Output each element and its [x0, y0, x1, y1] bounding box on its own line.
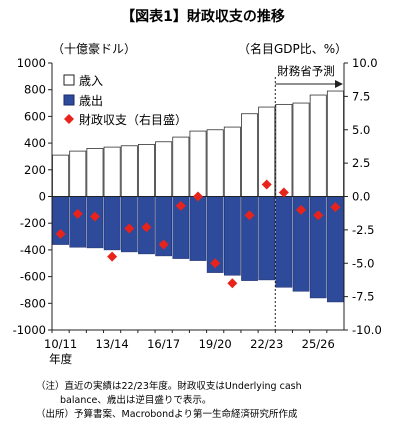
notes: （注）直近の実績は22/23年度。財政収支はUnderlying cash ba…	[36, 380, 302, 422]
revenue-bar-14/15	[120, 145, 138, 197]
balance-marker-26/27	[330, 202, 341, 213]
balance-marker-13/14	[107, 251, 118, 262]
left-tick-label: 400	[24, 136, 46, 150]
note-line-2: balance、歳出は逆目盛りで表示。	[60, 395, 212, 406]
left-tick-label: -800	[20, 296, 46, 310]
balance-marker-11/12	[72, 208, 83, 219]
left-tick-label: 800	[24, 83, 46, 97]
legend-balance-label: 財政収支（右目盛）	[79, 112, 187, 127]
right-tick-label: -7.5	[352, 290, 374, 304]
revenue-bar-24/25	[292, 102, 310, 197]
legend-revenue-swatch	[63, 74, 75, 86]
legend-expenditure-swatch	[63, 94, 75, 106]
balance-marker-24/25	[296, 204, 307, 215]
x-tick-label: 10/11	[44, 337, 77, 351]
balance-marker-16/17	[158, 239, 169, 250]
page-title: 【図表1】財政収支の推移	[121, 9, 285, 25]
balance-marker-20/21	[227, 278, 238, 289]
balance-marker-10/11	[55, 228, 66, 239]
x-tick-label: 16/17	[147, 337, 180, 351]
expenditure-bar-20/21	[224, 196, 241, 276]
left-tick-label: 600	[24, 109, 46, 123]
revenue-bar-20/21	[223, 126, 241, 197]
x-tick-label: 13/14	[96, 337, 129, 351]
expenditure-bar-12/13	[86, 196, 104, 249]
right-tick-label: 7.5	[352, 89, 370, 103]
revenue-bar-16/17	[155, 141, 173, 197]
right-axis-unit: （名目GDP比、%）	[238, 42, 348, 56]
balance-marker-22/23	[261, 179, 272, 190]
left-tick-label: 200	[24, 163, 46, 177]
legend-expenditure-label: 歳出	[79, 94, 103, 108]
revenue-bar-25/26	[309, 94, 327, 197]
revenue-bar-17/18	[172, 136, 190, 197]
revenue-bar-26/27	[326, 90, 344, 197]
balance-marker-23/24	[278, 187, 289, 198]
balance-marker-15/16	[141, 222, 152, 233]
expenditure-bar-26/27	[327, 196, 344, 303]
note-line-1: （注）直近の実績は22/23年度。財政収支はUnderlying cash	[36, 381, 302, 392]
markers-layer	[55, 179, 341, 289]
revenue-bar-23/24	[275, 103, 293, 197]
x-tick-label: 25/26	[302, 337, 335, 351]
expenditure-bar-22/23	[258, 196, 276, 281]
source-line: （出所）予算書案、Macrobondより第一生命経済研究所作成	[36, 409, 298, 420]
x-tick-label: 19/20	[199, 337, 232, 351]
revenue-bar-10/11	[52, 154, 70, 197]
expenditure-bar-11/12	[69, 196, 87, 248]
forecast-layer: 財務省予測	[274, 64, 343, 330]
revenue-bar-11/12	[69, 150, 87, 197]
expenditure-bar-13/14	[103, 196, 121, 251]
forecast-arrow-head	[335, 80, 343, 88]
balance-marker-12/13	[89, 211, 100, 222]
revenue-bar-19/20	[206, 129, 224, 197]
left-tick-label: -400	[20, 243, 46, 257]
balance-marker-18/19	[193, 191, 203, 202]
balance-marker-21/22	[244, 210, 255, 221]
right-tick-label: -2.5	[352, 223, 374, 237]
balance-marker-19/20	[210, 258, 221, 269]
revenue-bar-12/13	[86, 148, 104, 197]
left-tick-label: 1000	[17, 56, 46, 70]
revenue-bar-13/14	[103, 146, 121, 197]
revenue-bar-18/19	[189, 130, 207, 197]
expenditure-bar-18/19	[189, 196, 207, 261]
left-tick-label: 0	[39, 190, 46, 204]
expenditure-bar-21/22	[241, 196, 258, 281]
right-tick-label: -5.0	[352, 256, 374, 270]
legend-balance-swatch	[64, 114, 74, 124]
expenditure-bar-23/24	[275, 196, 293, 288]
x-axis-unit-label: 年度	[49, 352, 72, 366]
right-tick-label: 10.0	[352, 56, 378, 70]
revenue-bar-15/16	[137, 144, 155, 197]
left-tick-label: -600	[20, 270, 46, 284]
bars-layer	[52, 90, 344, 303]
right-tick-label: 5.0	[352, 123, 370, 137]
right-tick-label: 0.0	[352, 190, 370, 204]
balance-marker-25/26	[313, 210, 324, 221]
right-tick-label: 2.5	[352, 156, 370, 170]
legend-revenue-label: 歳入	[79, 74, 103, 88]
left-tick-label: -200	[20, 216, 46, 230]
right-tick-label: -10.0	[352, 323, 382, 337]
left-tick-label: -1000	[13, 323, 46, 337]
revenue-bar-21/22	[241, 113, 259, 197]
axes-layer: -1000 -800 -600 -400 -200 0 200 400 600 800 1000 -1…	[13, 56, 382, 366]
forecast-label: 財務省予測	[277, 64, 335, 78]
x-tick-label: 22/23	[250, 337, 283, 351]
left-axis-unit: （十億豪ドル）	[52, 42, 137, 56]
balance-marker-17/18	[175, 200, 186, 211]
balance-marker-14/15	[124, 223, 135, 234]
